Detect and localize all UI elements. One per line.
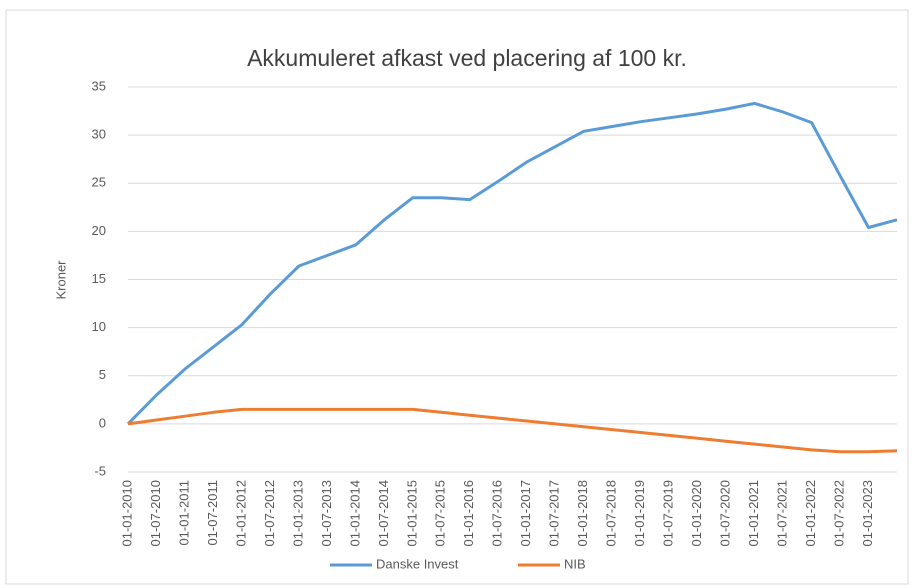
x-tick-label: 01-01-2017 [518, 480, 533, 547]
x-tick-label: 01-01-2010 [119, 480, 134, 547]
chart-title: Akkumuleret afkast ved placering af 100 … [247, 45, 687, 71]
y-tick-label: 0 [99, 415, 106, 430]
y-tick-label: 20 [92, 223, 106, 238]
x-tick-label: 01-01-2018 [575, 480, 590, 547]
x-tick-label: 01-01-2011 [176, 480, 191, 546]
x-tick-label: 01-07-2018 [604, 480, 619, 547]
series-line [127, 407, 898, 454]
x-tick-label: 01-01-2015 [404, 480, 419, 547]
x-tick-label: 01-07-2013 [319, 480, 334, 547]
y-tick-label: 30 [92, 127, 106, 142]
x-tick-label: 01-01-2020 [689, 480, 704, 547]
x-tick-label: 01-01-2013 [290, 480, 305, 547]
x-tick-label: 01-07-2021 [775, 480, 790, 547]
x-tick-label: 01-07-2020 [718, 480, 733, 547]
x-tick-label: 01-01-2022 [803, 480, 818, 547]
series-line [126, 101, 898, 425]
y-tick-label: 15 [92, 271, 106, 286]
y-tick-label: 35 [92, 78, 106, 93]
x-tick-label: 01-07-2019 [661, 480, 676, 547]
legend-label: NIB [564, 556, 586, 571]
x-tick-label: 01-01-2019 [632, 480, 647, 547]
x-tick-label: 01-07-2016 [490, 480, 505, 546]
x-tick-label: 01-01-2016 [461, 480, 476, 547]
x-tick-label: 01-01-2023 [860, 480, 875, 547]
x-tick-label: 01-07-2022 [831, 480, 846, 547]
x-tick-label: 01-07-2015 [433, 480, 448, 547]
legend-label: Danske Invest [376, 556, 459, 571]
chart-border [5, 9, 909, 585]
y-tick-label: 5 [99, 367, 106, 382]
x-tick-label: 01-01-2014 [347, 480, 362, 547]
y-tick-label: 25 [92, 175, 106, 190]
x-tick-label: 01-07-2010 [148, 480, 163, 547]
y-tick-label: 10 [92, 319, 106, 334]
x-tick-label: 01-07-2017 [547, 480, 562, 547]
x-tick-label: 01-07-2012 [262, 480, 277, 547]
x-tick-label: 01-01-2012 [233, 480, 248, 547]
y-tick-label: -5 [94, 463, 106, 478]
x-tick-label: 01-01-2021 [746, 480, 761, 547]
x-tick-label: 01-07-2011 [205, 480, 220, 546]
x-tick-label: 01-07-2014 [376, 480, 391, 547]
y-axis-label: Kroner [53, 260, 68, 300]
